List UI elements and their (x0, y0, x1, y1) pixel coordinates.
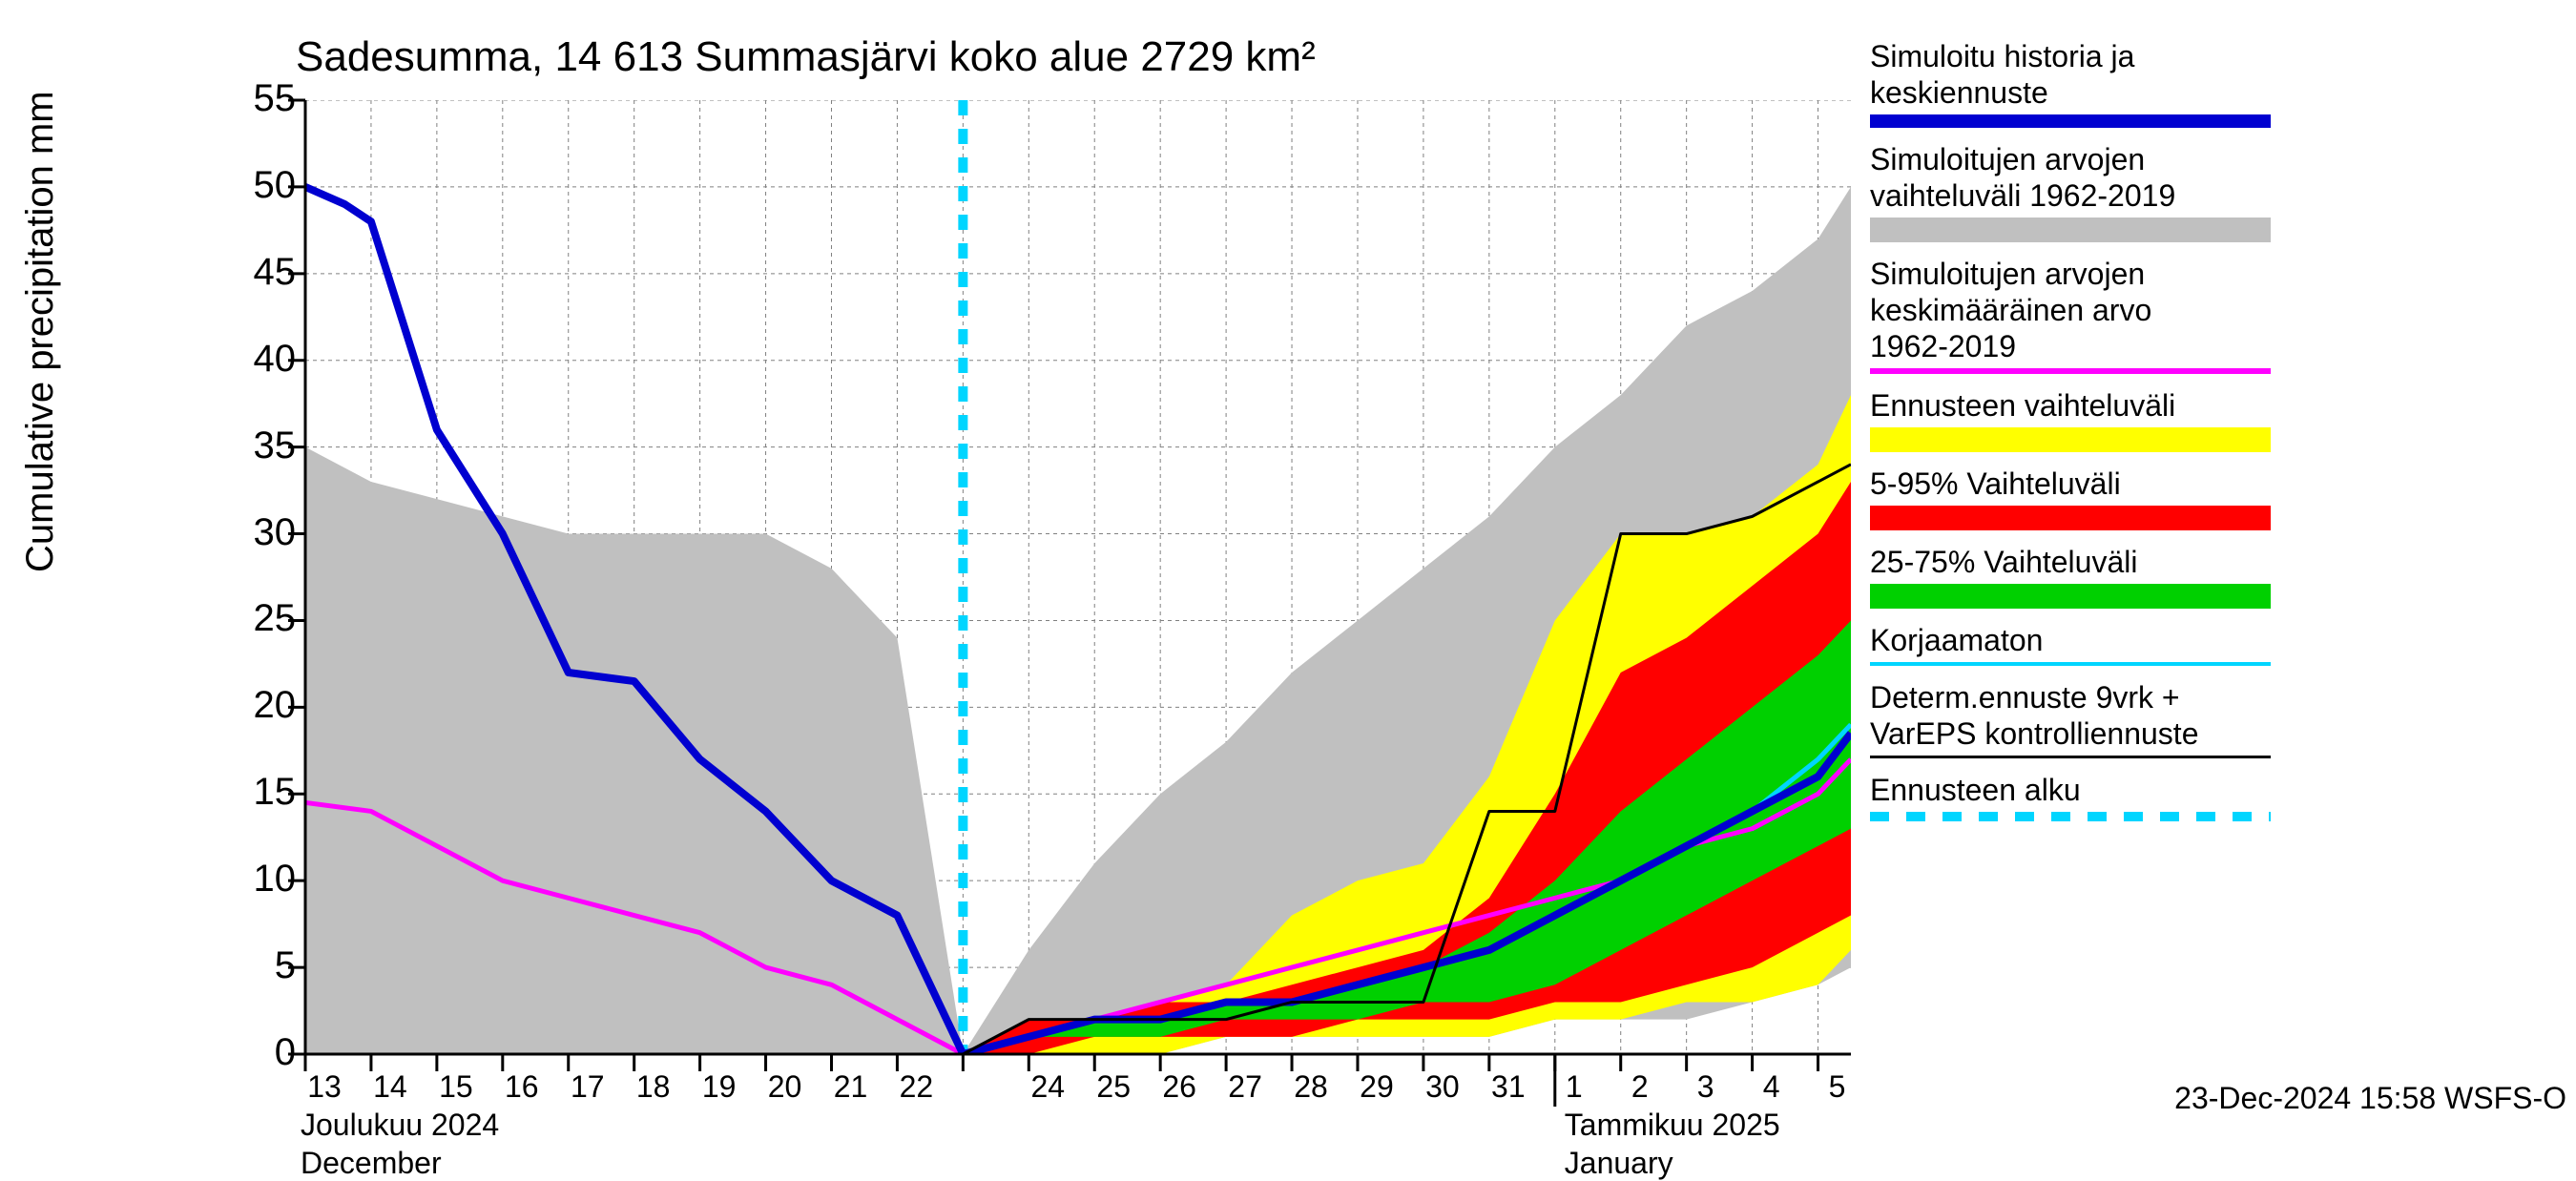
y-tick: 10 (191, 858, 296, 901)
x-tick: 22 (878, 1069, 954, 1105)
legend-swatch (1870, 756, 2271, 758)
legend-item: 5-95% Vaihteluväli (1870, 466, 2557, 530)
x-month-left-en: December (301, 1146, 442, 1181)
legend-item: Ennusteen vaihteluväli (1870, 387, 2557, 452)
y-tick: 30 (191, 511, 296, 554)
legend-label: Simuloitujen arvojen (1870, 141, 2557, 177)
x-tick: 5 (1799, 1069, 1876, 1105)
legend-label: 25-75% Vaihteluväli (1870, 544, 2557, 580)
legend-label: Simuloitu historia ja (1870, 38, 2557, 74)
legend-item: Determ.ennuste 9vrk +VarEPS kontrollienn… (1870, 679, 2557, 758)
legend-label: Ennusteen vaihteluväli (1870, 387, 2557, 424)
y-tick: 40 (191, 338, 296, 381)
legend-label: keskimääräinen arvo (1870, 292, 2557, 328)
y-tick: 0 (191, 1031, 296, 1074)
y-tick: 15 (191, 771, 296, 814)
legend-label: vaihteluväli 1962-2019 (1870, 177, 2557, 214)
y-tick: 50 (191, 164, 296, 207)
legend-label: Determ.ennuste 9vrk + (1870, 679, 2557, 715)
y-tick: 20 (191, 684, 296, 727)
legend-label: VarEPS kontrolliennuste (1870, 715, 2557, 752)
legend-swatch (1870, 218, 2271, 242)
legend-item: Korjaamaton (1870, 622, 2557, 666)
legend-swatch (1870, 662, 2271, 666)
y-tick: 45 (191, 251, 296, 294)
legend-swatch (1870, 506, 2271, 530)
legend-label: 1962-2019 (1870, 328, 2557, 364)
legend-label: Ennusteen alku (1870, 772, 2557, 808)
x-month-left-fi: Joulukuu 2024 (301, 1108, 499, 1143)
x-month-right-en: January (1565, 1146, 1673, 1181)
legend: Simuloitu historia jakeskiennusteSimuloi… (1870, 38, 2557, 835)
y-tick: 5 (191, 944, 296, 987)
legend-item: Simuloitujen arvojenvaihteluväli 1962-20… (1870, 141, 2557, 242)
legend-swatch (1870, 368, 2271, 374)
legend-label: keskiennuste (1870, 74, 2557, 111)
legend-item: 25-75% Vaihteluväli (1870, 544, 2557, 609)
y-tick: 35 (191, 425, 296, 467)
legend-label: 5-95% Vaihteluväli (1870, 466, 2557, 502)
legend-label: Korjaamaton (1870, 622, 2557, 658)
legend-label: Simuloitujen arvojen (1870, 256, 2557, 292)
legend-swatch (1870, 812, 2271, 821)
legend-item: Simuloitu historia jakeskiennuste (1870, 38, 2557, 128)
legend-swatch (1870, 114, 2271, 128)
legend-item: Ennusteen alku (1870, 772, 2557, 821)
legend-swatch (1870, 584, 2271, 609)
y-tick: 25 (191, 597, 296, 640)
y-tick: 55 (191, 77, 296, 120)
x-month-right-fi: Tammikuu 2025 (1565, 1108, 1780, 1143)
legend-swatch (1870, 427, 2271, 452)
legend-item: Simuloitujen arvojenkeskimääräinen arvo … (1870, 256, 2557, 374)
